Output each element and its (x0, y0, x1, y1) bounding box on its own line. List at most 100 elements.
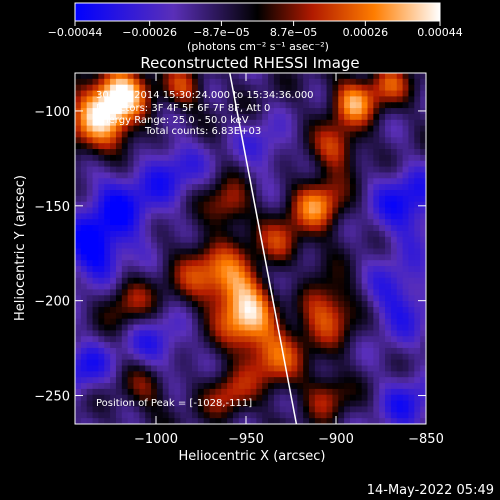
heatmap-cell (291, 324, 298, 331)
heatmap-cell (92, 137, 99, 144)
heatmap-cell (262, 353, 269, 361)
heatmap-cell (186, 195, 193, 203)
heatmap-cell (273, 172, 281, 179)
heatmap-cell (379, 108, 386, 115)
heatmap-cell (192, 383, 199, 390)
heatmap-cell (379, 96, 386, 103)
heatmap-cell (408, 307, 415, 314)
heatmap-cell (215, 377, 222, 384)
annotation-energy: Energy Range: 25.0 - 50.0 keV (96, 115, 249, 126)
heatmap-cell (127, 219, 135, 226)
heatmap-cell (338, 160, 345, 168)
heatmap-cell (186, 383, 193, 390)
heatmap-cell (162, 73, 170, 80)
heatmap-cell (285, 271, 293, 279)
heatmap-cell (121, 312, 129, 320)
heatmap-cell (221, 336, 228, 343)
heatmap-cell (379, 230, 386, 238)
heatmap-cell (268, 213, 275, 220)
heatmap-cell (408, 184, 415, 191)
heatmap-cell (256, 190, 263, 197)
heatmap-cell (192, 342, 199, 349)
heatmap-cell (168, 108, 176, 115)
heatmap-cell (361, 365, 369, 372)
colorbar-tick-label: −8.7e−05 (193, 26, 250, 39)
heatmap-cell (197, 201, 205, 209)
heatmap-cell (420, 342, 426, 349)
heatmap-cell (420, 125, 426, 133)
heatmap-cell (75, 283, 82, 291)
heatmap-cell (192, 119, 199, 127)
heatmap-cell (80, 318, 88, 326)
heatmap-cell (262, 154, 269, 162)
heatmap-cell (344, 178, 351, 185)
heatmap-cell (203, 190, 211, 197)
heatmap-cell (75, 312, 82, 320)
heatmap-cell (396, 149, 404, 156)
colorbar-ticks: −0.00044 −0.00026 −8.7e−05 8.7e−05 0.00026 0.… (48, 21, 463, 39)
heatmap-cell (238, 394, 246, 402)
heatmap-cell (250, 359, 257, 367)
heatmap-cell (285, 301, 293, 308)
heatmap-cell (390, 90, 398, 97)
heatmap-cell (221, 388, 228, 396)
heatmap-cell (338, 149, 345, 156)
heatmap-cell (361, 96, 369, 103)
heatmap-cell (139, 365, 146, 372)
heatmap-cell (367, 260, 374, 267)
heatmap-cell (402, 160, 410, 168)
heatmap-cell (133, 84, 140, 92)
heatmap-cell (268, 394, 275, 402)
heatmap-cell (145, 371, 152, 378)
heatmap-cell (326, 225, 333, 232)
heatmap-cell (232, 213, 240, 220)
heatmap-cell (192, 365, 199, 372)
heatmap-cell (262, 166, 269, 174)
heatmap-cell (215, 242, 222, 250)
heatmap-cell (180, 131, 187, 138)
heatmap-cell (80, 266, 88, 273)
heatmap-cell (203, 266, 211, 273)
heatmap-cell (197, 178, 205, 185)
heatmap-cell (297, 371, 304, 378)
heatmap-cell (168, 178, 176, 185)
heatmap-cell (145, 230, 152, 238)
heatmap-cell (227, 236, 234, 244)
heatmap-cell (297, 418, 304, 424)
heatmap-cell (373, 207, 380, 214)
heatmap-cell (256, 347, 263, 355)
heatmap-cell (86, 84, 94, 92)
heatmap-cell (326, 248, 333, 255)
heatmap-cell (285, 190, 293, 197)
heatmap-cell (221, 295, 228, 302)
heatmap-cell (115, 248, 123, 255)
heatmap-cell (379, 184, 386, 191)
heatmap-cell (86, 143, 94, 150)
heatmap-cell (133, 377, 140, 384)
heatmap-cell (127, 283, 135, 291)
heatmap-cell (221, 248, 228, 255)
heatmap-cell (174, 166, 181, 174)
heatmap-cell (121, 266, 129, 273)
heatmap-cell (227, 377, 234, 384)
heatmap-cell (162, 406, 170, 413)
heatmap-cell (344, 260, 351, 267)
heatmap-cell (355, 394, 363, 402)
heatmap-cell (209, 248, 216, 255)
heatmap-cell (402, 312, 410, 320)
heatmap-cell (408, 160, 415, 168)
heatmap-cell (262, 125, 269, 133)
heatmap-cell (279, 137, 287, 144)
heatmap-cell (168, 318, 176, 326)
heatmap-cell (367, 125, 374, 133)
heatmap-cell (326, 149, 333, 156)
heatmap-cell (98, 260, 105, 267)
heatmap-cell (86, 125, 94, 133)
heatmap-cell (338, 178, 345, 185)
heatmap-cell (227, 324, 234, 331)
heatmap-cell (92, 236, 99, 244)
heatmap-cell (320, 318, 328, 326)
heatmap-cell (256, 242, 263, 250)
heatmap-cell (168, 307, 176, 314)
heatmap-cell (145, 125, 152, 133)
